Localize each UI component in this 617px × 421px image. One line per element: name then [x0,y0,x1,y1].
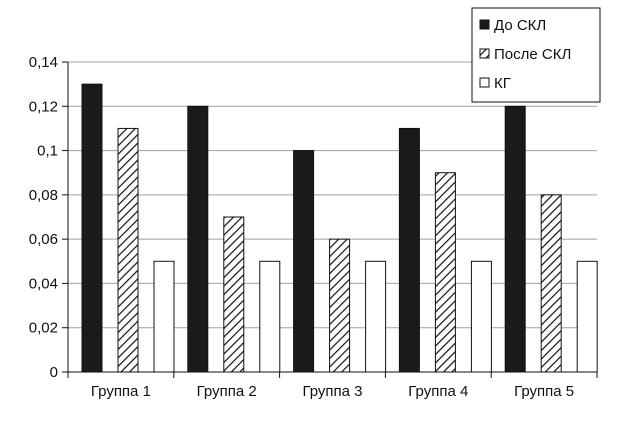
bar-solid-black-5 [504,105,526,373]
axis-lines [62,61,598,378]
y-tick-label: 0 [50,364,58,381]
bar-solid-black-4 [398,127,420,373]
bar-solid-black-2 [187,105,209,373]
bar-solid-black-1 [81,83,103,373]
y-axis-tick-labels: 0 0,02 0,04 0,06 0,08 0,1 0,12 0,14 [29,54,58,381]
x-tick-label: Группа 5 [514,383,574,400]
x-tick-label: Группа 3 [302,383,362,400]
bar-white-4 [470,260,492,373]
bar-diagonal-hatch-2 [223,216,245,373]
legend-label: До СКЛ [494,17,546,34]
bar-diagonal-hatch-3 [329,238,351,373]
x-tick-label: Группа 2 [197,383,257,400]
x-axis-tick-labels: Группа 1 Группа 2 Группа 3 Группа 4 Группа 5 [91,383,574,400]
legend-label: КГ [494,75,511,92]
legend-swatch-diagonal-hatch [479,48,490,59]
y-tick-label: 0,08 [29,187,58,204]
bar-white-5 [576,260,598,373]
y-tick-label: 0,02 [29,320,58,337]
bar-diagonal-hatch-1 [117,127,139,373]
legend-swatch-solid-black [479,19,490,30]
legend: До СКЛ После СКЛ КГ [471,7,601,103]
x-tick-label: Группа 4 [408,383,468,400]
y-tick-label: 0,14 [29,54,58,71]
y-tick-label: 0,12 [29,98,58,115]
bar-white-1 [153,260,175,373]
legend-swatch-white [479,77,490,88]
y-tick-label: 0,1 [37,143,58,160]
bar-white-2 [259,260,281,373]
bars [81,83,598,373]
bar-diagonal-hatch-4 [434,172,456,373]
legend-box [471,7,601,103]
y-tick-label: 0,04 [29,275,58,292]
x-tick-label: Группа 1 [91,383,151,400]
bar-white-3 [365,260,387,373]
legend-label: После СКЛ [494,46,571,63]
bar-solid-black-3 [293,150,315,373]
bar-diagonal-hatch-5 [540,194,562,373]
y-tick-label: 0,06 [29,231,58,248]
